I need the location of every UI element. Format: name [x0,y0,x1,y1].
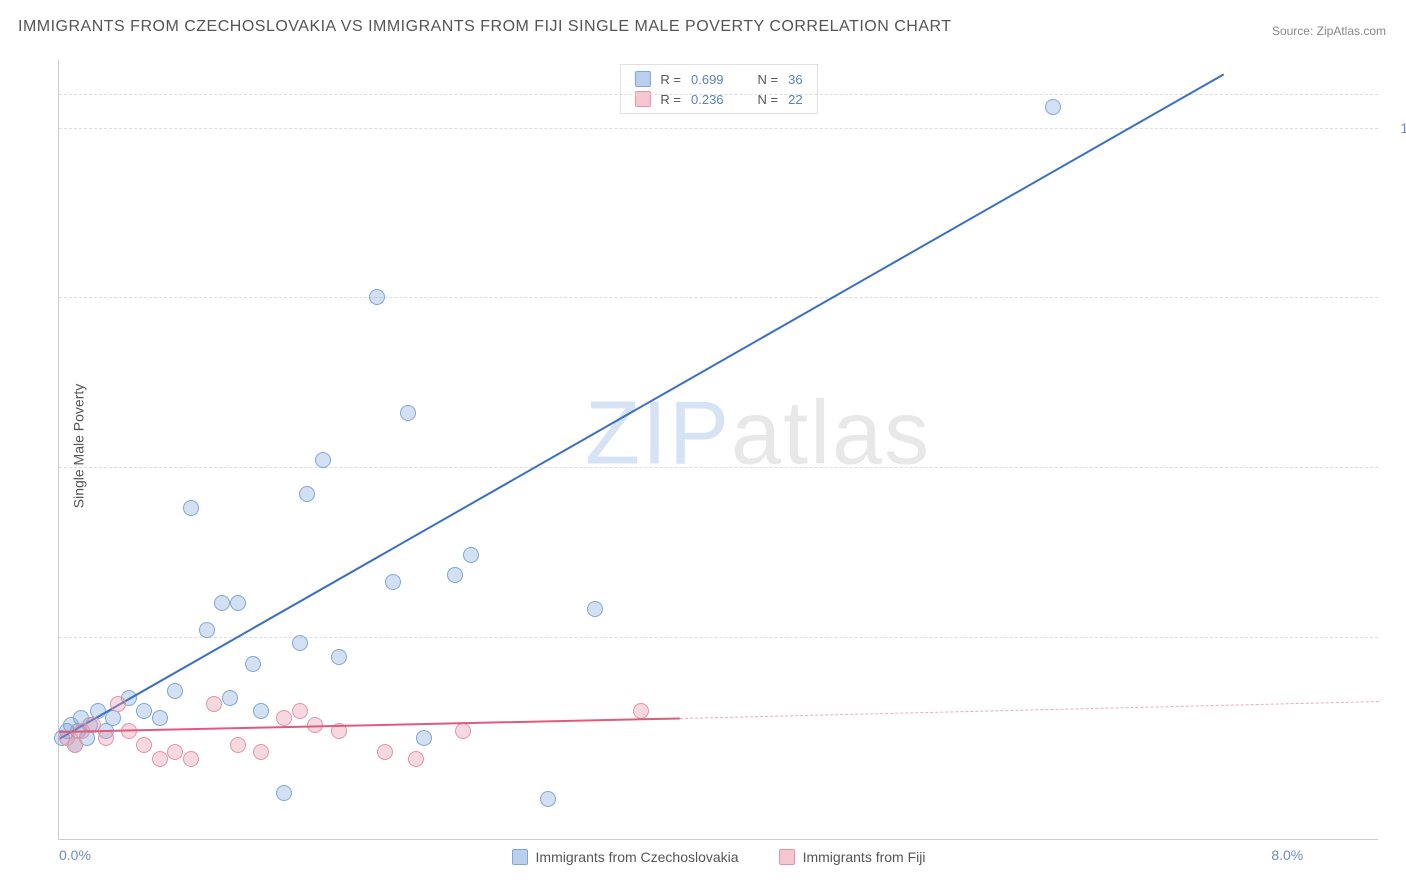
data-point [276,785,292,801]
watermark-zip: ZIP [585,383,731,483]
data-point [206,696,222,712]
data-point [214,595,230,611]
data-point [587,601,603,617]
data-point [136,703,152,719]
x-tick-label: 8.0% [1271,847,1303,863]
legend-item: Immigrants from Czechoslovakia [512,849,739,865]
gridline [59,467,1378,468]
legend-swatch [634,71,650,87]
gridline [59,94,1378,95]
data-point [67,737,83,753]
gridline [59,297,1378,298]
data-point [315,452,331,468]
watermark-atlas: atlas [731,383,931,483]
data-point [183,500,199,516]
y-tick-label: 50.0% [1388,459,1406,475]
data-point [633,703,649,719]
data-point [447,567,463,583]
gridline [59,128,1378,129]
chart-title: IMMIGRANTS FROM CZECHOSLOVAKIA VS IMMIGR… [18,18,952,36]
data-point [253,703,269,719]
data-point [540,791,556,807]
data-point [400,405,416,421]
trend-line [59,74,1225,740]
data-point [199,622,215,638]
y-tick-label: 100.0% [1388,120,1406,136]
data-point [253,744,269,760]
legend-n-value: 36 [788,72,802,87]
legend-item: Immigrants from Fiji [779,849,926,865]
data-point [222,690,238,706]
data-point [385,574,401,590]
data-point [110,696,126,712]
source-text: Source: ZipAtlas.com [1272,24,1386,38]
data-point [377,744,393,760]
data-point [455,723,471,739]
y-tick-label: 75.0% [1388,289,1406,305]
legend-n-label: N = [758,72,779,87]
data-point [152,710,168,726]
data-point [299,486,315,502]
watermark: ZIPatlas [585,382,931,485]
legend-swatch [512,849,528,865]
data-point [230,595,246,611]
chart-area: ZIPatlas R =0.699N =36R =0.236N =22 Immi… [58,60,1378,840]
trend-line-dashed [680,701,1379,719]
data-point [463,547,479,563]
data-point [331,649,347,665]
legend-r-value: 0.699 [691,72,724,87]
legend-swatch [779,849,795,865]
legend-row: R = 0.699 N = 36 [634,69,802,89]
data-point [292,635,308,651]
legend-correlation: R = 0.699 N = 36 R =0.236N =22 [619,64,817,114]
data-point [408,751,424,767]
data-point [276,710,292,726]
data-point [167,683,183,699]
data-point [416,730,432,746]
data-point [245,656,261,672]
legend-label: Immigrants from Fiji [803,849,926,865]
data-point [98,730,114,746]
data-point [369,289,385,305]
data-point [136,737,152,753]
legend-r-label: R = [660,72,681,87]
legend-row: R =0.236N =22 [634,89,802,109]
data-point [167,744,183,760]
data-point [292,703,308,719]
data-point [230,737,246,753]
legend-series: Immigrants from Czechoslovakia Immigrants… [512,849,926,865]
data-point [183,751,199,767]
legend-label: Immigrants from Czechoslovakia [536,849,739,865]
data-point [152,751,168,767]
data-point [1045,99,1061,115]
gridline [59,637,1378,638]
y-tick-label: 25.0% [1388,629,1406,645]
x-tick-label: 0.0% [59,847,91,863]
